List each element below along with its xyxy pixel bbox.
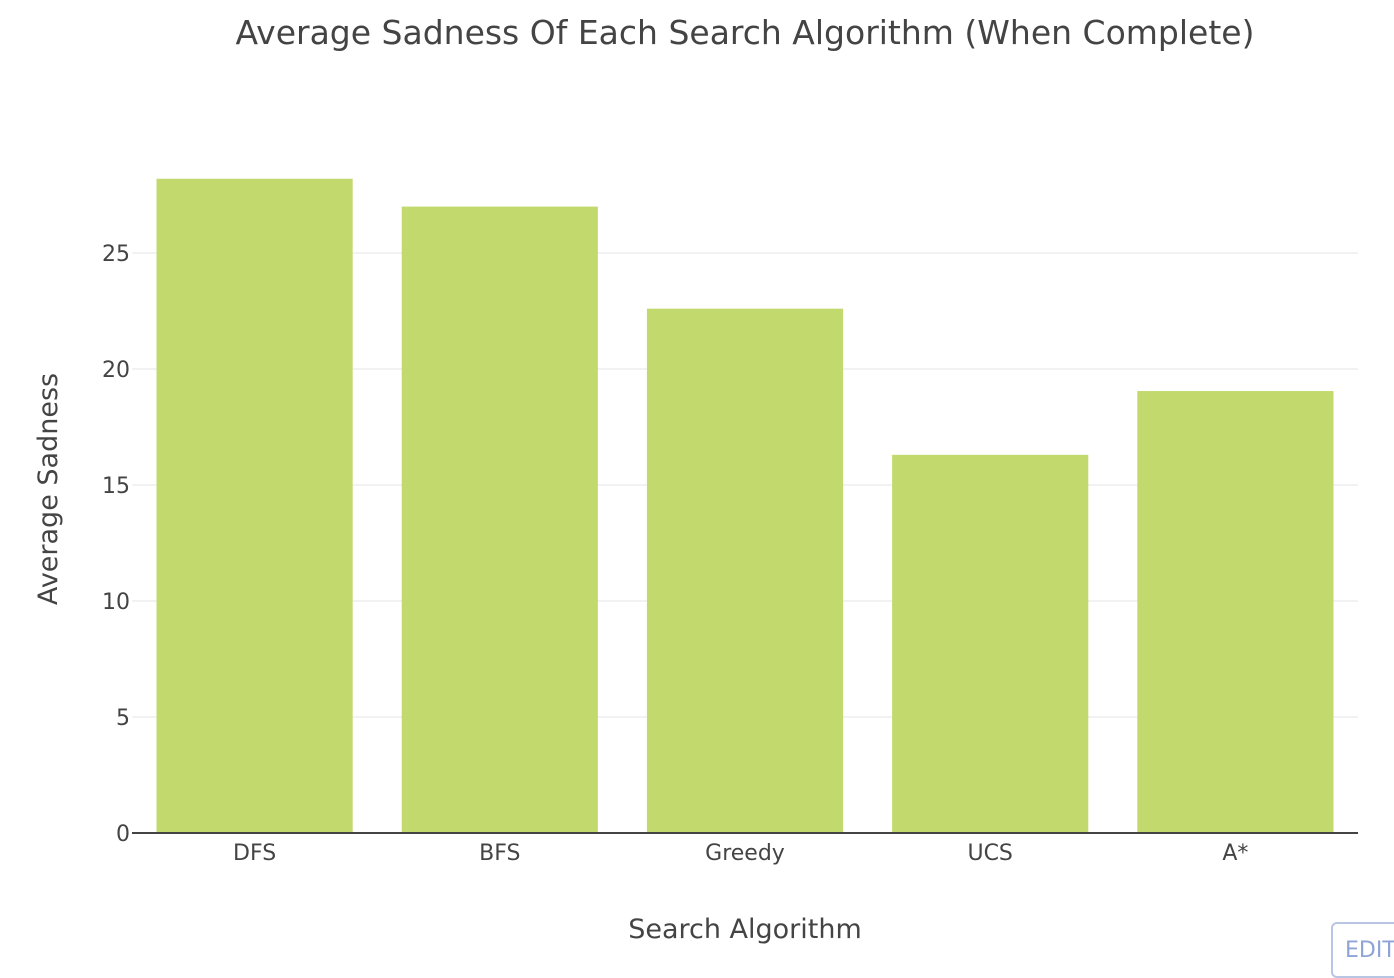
bar-astar [1137,391,1334,833]
x-tick-label: DFS [233,841,276,866]
bar-dfs [156,178,353,833]
y-tick-label: 0 [116,822,130,847]
y-tick-label: 5 [116,706,130,731]
x-tick-label: A* [1222,841,1248,866]
chart-title: Average Sadness Of Each Search Algorithm… [236,13,1255,52]
y-tick-label: 20 [102,358,130,383]
x-tick-label: UCS [967,841,1012,866]
bar-ucs [892,454,1089,833]
edit-chart-button[interactable]: EDIT [1331,922,1394,978]
y-tick-label: 25 [102,242,130,267]
bar-bfs [401,206,598,834]
y-tick-label: 15 [102,474,130,499]
x-tick-label: BFS [479,841,520,866]
bar-greedy [646,308,844,833]
y-tick-label: 10 [102,590,130,615]
x-axis-title: Search Algorithm [628,914,862,945]
y-axis-title: Average Sadness [33,373,64,605]
y-tick-labels: 0 5 10 15 20 25 [102,242,130,847]
x-tick-labels: DFS BFS Greedy UCS A* [233,841,1248,866]
x-tick-label: Greedy [705,841,785,866]
bars [156,178,1334,834]
